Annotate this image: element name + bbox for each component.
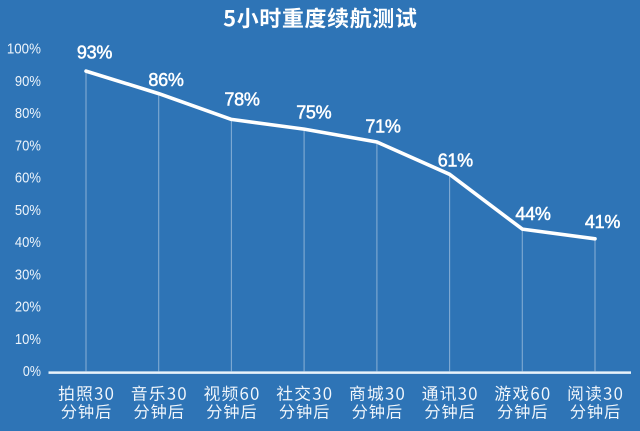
svg-text:60%: 60% (15, 170, 41, 187)
svg-text:71%: 71% (365, 117, 400, 137)
svg-text:20%: 20% (15, 299, 41, 316)
svg-text:61%: 61% (438, 151, 473, 171)
svg-text:30%: 30% (15, 266, 41, 283)
svg-text:86%: 86% (148, 70, 183, 90)
svg-text:78%: 78% (224, 90, 259, 110)
svg-text:70%: 70% (15, 137, 41, 154)
svg-text:93%: 93% (77, 42, 112, 62)
svg-text:80%: 80% (15, 105, 41, 122)
svg-text:0%: 0% (23, 363, 41, 380)
svg-text:44%: 44% (515, 204, 550, 224)
svg-text:75%: 75% (296, 102, 331, 122)
svg-text:90%: 90% (15, 73, 41, 90)
svg-text:50%: 50% (15, 202, 41, 219)
svg-text:40%: 40% (15, 234, 41, 251)
svg-text:10%: 10% (15, 331, 41, 348)
svg-text:100%: 100% (7, 41, 41, 58)
svg-text:41%: 41% (585, 212, 620, 232)
